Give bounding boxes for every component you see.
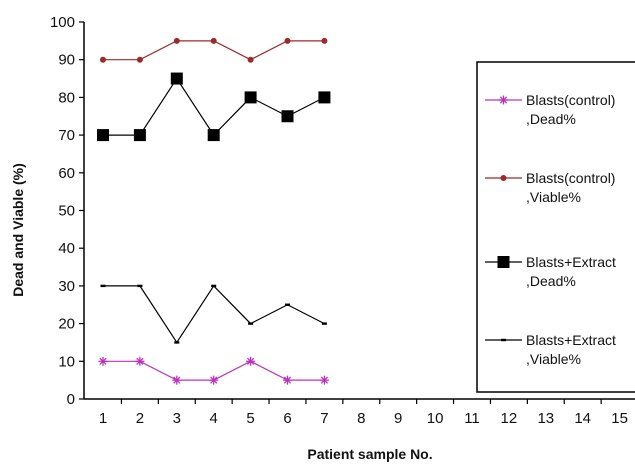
data-point [100,56,106,63]
data-point [173,37,180,44]
series-2 [97,72,331,142]
x-tick-label: 3 [173,410,181,427]
legend-label-line: ,Viable% [526,189,581,205]
series-line [103,284,325,344]
data-point [136,56,143,63]
data-point [318,91,331,104]
data-point [244,91,257,104]
legend-entry-2: Blasts+Extract ,Dead% [485,254,616,289]
data-point [248,322,254,325]
data-point [207,129,220,142]
y-tick-label: 90 [58,52,75,69]
legend-entry-3: Blasts+Extract ,Viable% [485,332,616,367]
y-tick-label: 0 [67,391,75,408]
x-tick-label: 9 [394,410,402,427]
x-tick-label: 1 [99,410,107,427]
legend: Blasts(control) ,Dead% Blasts(control) ,Via… [476,61,635,393]
x-tick-label: 11 [464,410,480,427]
legend-marker [497,256,510,268]
legend-entry-1: Blasts(control) ,Viable% [485,170,615,205]
data-point [211,284,217,288]
legend-label: Blasts+Extract ,Viable% [526,332,616,367]
data-point [98,356,108,366]
x-tick-label: 8 [357,410,365,427]
series-0 [98,356,329,385]
x-tick-label: 7 [320,410,328,427]
legend-label-line: Blasts+Extract [526,254,616,270]
legend-marker [501,338,506,342]
legend-marker [499,95,508,105]
x-tick-label: 15 [611,410,628,427]
y-tick-label: 100 [50,14,75,31]
x-tick-label: 13 [537,410,554,427]
legend-label-line: Blasts+Extract [526,332,616,348]
legend-label-line: ,Dead% [526,111,576,127]
legend-entry-0: Blasts(control) ,Dead% [485,92,615,127]
y-tick-label: 30 [58,278,75,295]
data-point [133,129,146,142]
x-tick-label: 4 [210,410,218,427]
x-tick-label: 5 [246,410,254,427]
legend-box [476,61,635,393]
data-point [170,72,183,85]
data-point [247,56,254,63]
x-tick-label: 12 [501,410,518,427]
legend-label-line: Blasts(control) [526,170,615,186]
legend-label: Blasts(control) ,Dead% [526,92,615,127]
legend-label-line: Blasts(control) [526,92,615,108]
x-tick-label: 14 [574,410,591,427]
data-point [97,129,109,142]
y-tick-label: 20 [58,316,75,333]
series-1 [100,37,328,63]
data-point [174,341,180,344]
y-tick-label: 10 [58,353,75,370]
x-tick-label: 10 [427,410,444,427]
series-3 [100,284,327,344]
data-point [283,375,292,385]
data-point [246,356,256,366]
x-tick-label: 6 [283,410,291,427]
x-tick-label: 2 [136,410,144,427]
series-line [103,77,325,137]
data-point [135,356,145,366]
data-point [172,375,182,385]
y-tick-label: 50 [58,203,75,220]
data-point [100,284,106,288]
y-tick-label: 80 [58,89,75,106]
x-axis-title: Patient sample No. [307,446,432,462]
data-point [321,322,327,325]
y-tick-label: 70 [58,127,75,144]
legend-label: Blasts+Extract ,Dead% [526,254,616,289]
legend-label-line: ,Viable% [526,351,581,367]
data-point [284,37,291,44]
series-layer [97,37,331,385]
legend-marker [500,175,507,181]
y-tick-label: 40 [58,240,75,257]
y-tick-label: 60 [58,165,75,182]
data-point [281,110,294,123]
legend-label: Blasts(control) ,Viable% [526,170,615,205]
data-point [285,303,290,306]
data-point [321,37,328,44]
data-point [209,375,219,385]
data-point [319,375,329,385]
data-point [137,284,143,288]
legend-label-line: ,Dead% [526,273,576,289]
y-axis-title: Dead and Viable (%) [10,163,26,297]
data-point [210,37,217,44]
